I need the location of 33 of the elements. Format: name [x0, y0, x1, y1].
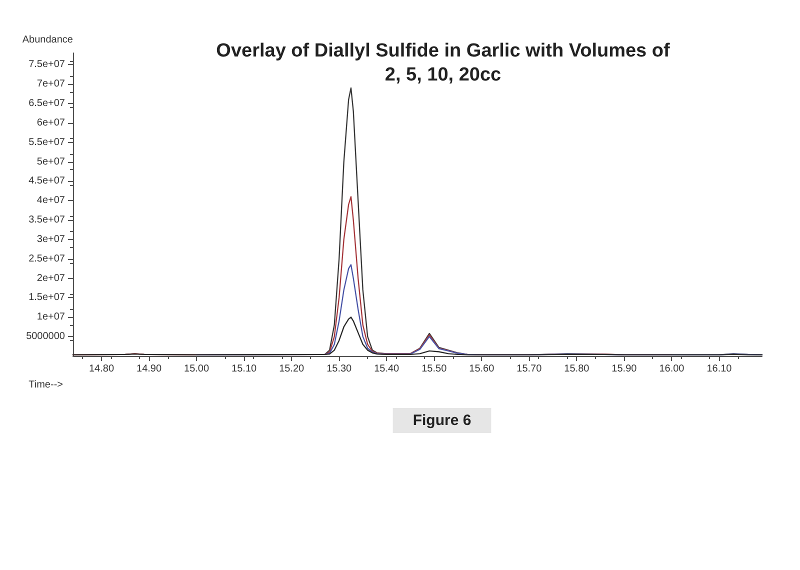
x-tick-label: 15.50 [422, 364, 448, 374]
y-tick-label: 7e+07 [36, 78, 66, 90]
y-tick-label: 1e+07 [36, 312, 66, 323]
y-tick-label: 6e+07 [36, 117, 66, 128]
y-tick-label: 6.5e+07 [28, 98, 66, 109]
y-tick-label: 5.5e+07 [28, 136, 66, 148]
x-tick-label: 16.10 [706, 364, 732, 374]
y-tick-label: 5e+07 [36, 156, 66, 168]
y-tick-label: 1.5e+07 [28, 292, 66, 304]
x-tick-label: 15.40 [374, 364, 400, 374]
y-tick-label: 2e+07 [36, 272, 66, 284]
x-tick-label: 14.80 [88, 364, 114, 374]
y-tick-label: 3e+07 [36, 234, 66, 245]
y-tick-label: 3.5e+07 [28, 214, 66, 226]
y-tick-label: 5000000 [26, 331, 66, 342]
x-tick-label: 15.80 [564, 364, 590, 374]
x-tick-label: 15.70 [516, 364, 542, 374]
x-tick-label: 15.00 [184, 364, 210, 374]
caption: Figure 6 [412, 412, 472, 429]
x-tick-label: 15.20 [279, 364, 305, 374]
x-tick-label: 15.60 [469, 364, 495, 374]
y-tick-label: 4e+07 [36, 195, 66, 206]
x-tick-label: 16.00 [659, 364, 685, 374]
y-tick-label: 7.5e+07 [28, 59, 66, 70]
x-tick-label: 15.30 [326, 364, 352, 374]
x-tick-label: 15.90 [612, 364, 638, 374]
y-tick-label: 2.5e+07 [28, 253, 66, 264]
x-tick-label: 15.10 [232, 364, 258, 374]
chart-title: Overlay of Diallyl Sulfide in Garlic with Volumes of 2, 5, 10, 20cc [216, 40, 670, 86]
x-axis-title: Time--> [28, 380, 64, 390]
y-axis-title: Abundance [22, 34, 74, 46]
y-tick-label: 4.5e+07 [28, 176, 66, 187]
x-tick-label: 14.90 [136, 364, 162, 374]
